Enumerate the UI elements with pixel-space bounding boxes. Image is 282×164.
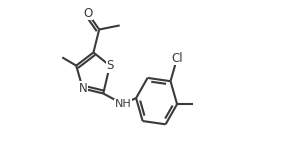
Text: N: N: [78, 82, 87, 95]
Text: Cl: Cl: [171, 52, 183, 65]
Text: O: O: [83, 7, 92, 20]
Text: S: S: [106, 59, 114, 72]
Text: NH: NH: [114, 99, 131, 109]
